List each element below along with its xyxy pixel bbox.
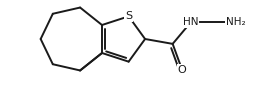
- Text: S: S: [125, 11, 132, 21]
- Text: HN: HN: [183, 17, 198, 27]
- Text: O: O: [178, 65, 187, 75]
- Text: NH₂: NH₂: [226, 17, 245, 27]
